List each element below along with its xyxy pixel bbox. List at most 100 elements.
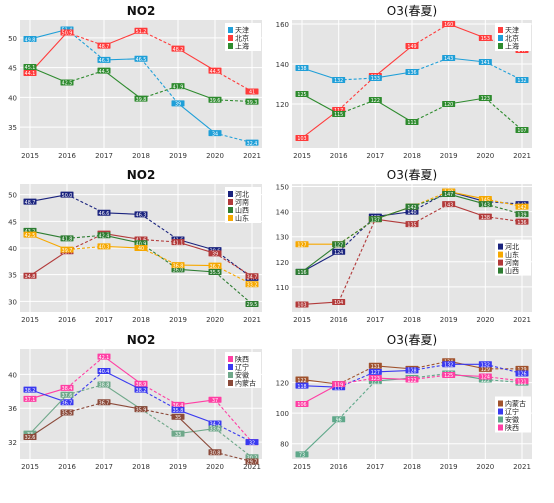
data-point-marker	[442, 101, 456, 107]
x-tick-label: 2018	[132, 316, 150, 324]
data-label: 117	[334, 385, 343, 391]
data-label: 33.6	[210, 427, 221, 433]
data-label: 39	[212, 252, 218, 258]
series-line-segment	[66, 356, 105, 389]
data-point-marker	[245, 88, 259, 95]
series-line-segment	[66, 370, 105, 403]
series-line-segment	[214, 265, 253, 285]
data-point-marker	[332, 298, 346, 305]
series-line-segment	[103, 356, 142, 385]
data-label: 128	[407, 369, 416, 375]
series-line-segment	[29, 250, 68, 277]
legend-label: 山西	[235, 206, 249, 215]
series-line-segment	[177, 102, 216, 134]
x-tick-label: 2020	[206, 152, 224, 160]
data-point-marker	[60, 391, 74, 398]
data-label: 32.4	[247, 141, 258, 147]
series-line-segment	[338, 75, 376, 111]
data-point-marker	[97, 56, 111, 63]
data-label: 138	[297, 66, 306, 72]
data-label: 124	[481, 375, 490, 381]
data-label: 153	[481, 36, 490, 42]
data-point-marker	[515, 203, 529, 210]
y-tick-label: 140	[276, 209, 289, 217]
legend-label: 内蒙古	[235, 379, 256, 388]
data-point-marker	[134, 27, 148, 34]
data-point-marker	[332, 381, 346, 388]
series-line-segment	[177, 416, 216, 453]
y-tick-label: 120	[276, 380, 289, 388]
legend-swatch	[228, 356, 233, 362]
data-label: 32	[249, 440, 255, 446]
chart-title: O3(春夏)	[387, 168, 437, 182]
legend-label: 上海	[235, 42, 249, 51]
data-point-marker	[405, 376, 419, 383]
data-label: 123	[371, 376, 380, 382]
data-label: 123	[481, 96, 490, 102]
data-point-marker	[368, 375, 382, 382]
y-tick-label: 50	[8, 35, 17, 43]
legend-swatch	[498, 27, 503, 33]
data-label: 40.9	[136, 241, 147, 247]
legend-label: 安徽	[235, 371, 249, 380]
data-label: 45.1	[25, 65, 36, 71]
data-label: 41.9	[173, 84, 184, 90]
data-label: 46.3	[99, 58, 110, 64]
data-point-marker	[171, 413, 185, 420]
data-point-marker	[208, 262, 222, 269]
y-tick-label: 30	[8, 298, 17, 306]
data-label: 35.5	[62, 411, 73, 417]
x-tick-label: 2020	[206, 463, 224, 471]
data-label: 141	[481, 60, 490, 66]
data-label: 36.7	[62, 401, 73, 407]
data-point-marker	[97, 67, 111, 74]
data-label: 142	[407, 205, 416, 211]
data-point-marker	[60, 384, 74, 391]
data-point-marker	[97, 353, 111, 360]
data-label: 40.3	[99, 245, 110, 251]
data-point-marker	[23, 198, 37, 205]
series-line-segment	[214, 271, 253, 305]
series-line-segment	[338, 218, 376, 303]
data-label: 103	[297, 136, 306, 142]
x-tick-label: 2021	[513, 463, 531, 471]
legend-swatch	[498, 243, 503, 250]
legend-label: 山东	[505, 250, 519, 259]
series-line-segment	[214, 428, 253, 458]
data-point-marker	[478, 196, 492, 203]
legend-label: 辽宁	[505, 407, 519, 416]
data-point-marker	[515, 365, 529, 372]
data-point-marker	[478, 95, 492, 101]
data-label: 42.5	[62, 81, 73, 87]
chart-panel-3: 110 120 130 140 150 2015 2016 2017 2018 2019 2020 2…	[276, 168, 532, 324]
legend-label: 北京	[505, 34, 519, 43]
data-label: 37.1	[25, 397, 36, 403]
legend-label: 北京	[235, 34, 249, 43]
series-line-segment	[301, 383, 339, 405]
chart-panel-5: 80 100 120 2015 2016 2017 2018 2019 2020 2021 O3(春…	[276, 333, 532, 471]
legend-swatch	[228, 199, 233, 205]
data-label: 30.2	[247, 456, 258, 462]
data-label: 34	[212, 131, 218, 137]
series-line-segment	[301, 243, 339, 273]
data-point-marker	[171, 401, 185, 408]
data-point-marker	[171, 100, 185, 107]
series-line-segment	[411, 103, 449, 123]
data-label: 137	[371, 217, 380, 223]
x-tick-label: 2017	[366, 152, 384, 160]
x-tick-label: 2019	[440, 316, 458, 324]
legend-label: 山东	[235, 214, 249, 223]
data-label: 127	[371, 370, 380, 376]
series-line-segment	[103, 370, 142, 391]
data-point-marker	[171, 430, 185, 437]
data-label: 44.5	[210, 69, 221, 75]
data-point-marker	[245, 98, 259, 105]
chart-panel-1: 120 140 160 2015 2016 2017 2018 2019 2020 2021 O3(…	[276, 4, 532, 160]
data-point-marker	[208, 130, 222, 137]
y-tick-label: 100	[276, 410, 289, 418]
data-point-marker	[134, 95, 148, 102]
data-label: 149	[407, 44, 416, 50]
series-辽宁: 38.2 36.7 40.4 38.2 35.8 34.2 32	[23, 368, 259, 446]
legend-label: 河南	[505, 258, 519, 267]
data-label: 143	[444, 56, 453, 62]
